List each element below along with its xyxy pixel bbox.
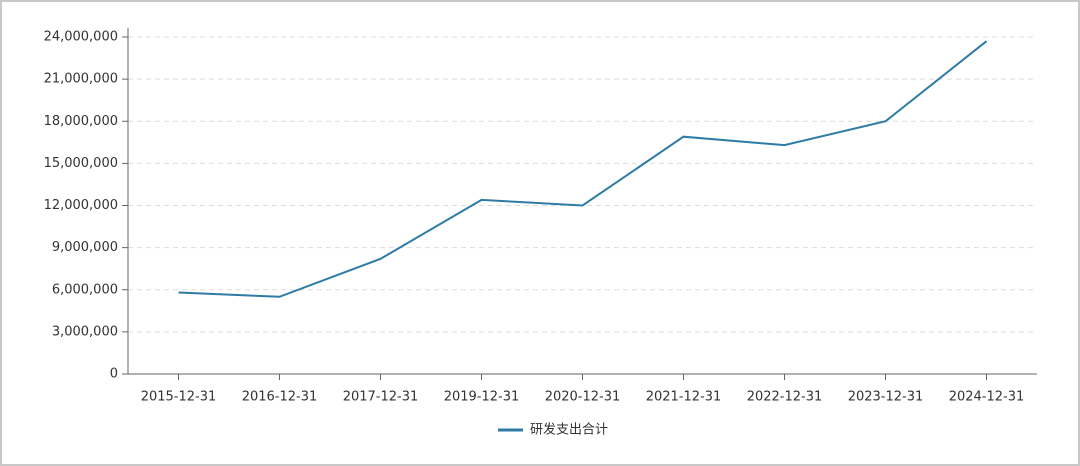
x-tick-label: 2019-12-31: [444, 390, 520, 405]
x-tick-label: 2024-12-31: [949, 390, 1025, 405]
y-tick-label: 24,000,000: [44, 30, 118, 45]
x-tick-label: 2017-12-31: [343, 390, 419, 405]
x-tick-label: 2022-12-31: [747, 390, 823, 405]
x-tick-label: 2016-12-31: [242, 390, 318, 405]
legend-label: 研发支出合计: [530, 422, 608, 438]
x-tick-label: 2023-12-31: [848, 390, 924, 405]
line-series: [178, 40, 988, 298]
y-tick-label: 12,000,000: [44, 198, 118, 213]
y-tick-label: 18,000,000: [44, 114, 118, 129]
y-tick-label: 0: [110, 367, 118, 382]
y-tick-label: 21,000,000: [44, 72, 118, 87]
x-tick-label: 2015-12-31: [141, 390, 217, 405]
y-tick-label: 3,000,000: [52, 324, 118, 339]
x-tick-label: 2020-12-31: [545, 390, 621, 405]
x-tick-label: 2021-12-31: [646, 390, 722, 405]
y-tick-label: 9,000,000: [52, 240, 118, 255]
y-tick-label: 6,000,000: [52, 282, 118, 297]
y-tick-label: 15,000,000: [44, 156, 118, 171]
